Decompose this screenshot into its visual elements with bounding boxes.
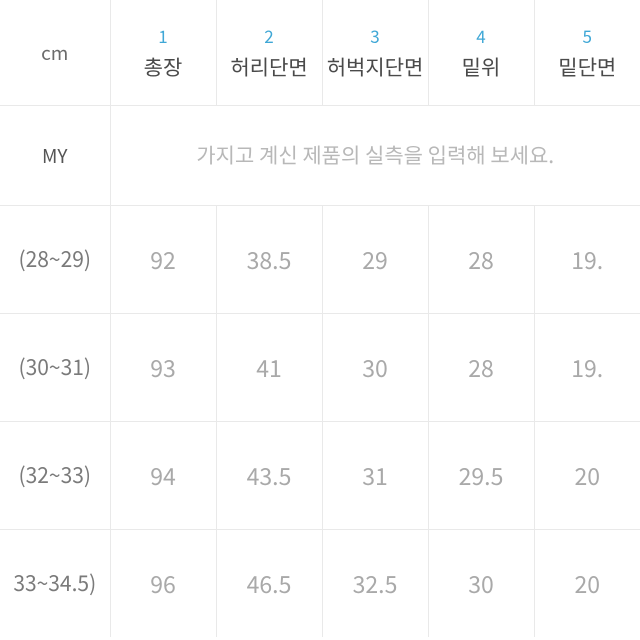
- my-placeholder: 가지고 계신 제품의 실측을 입력해 보세요.: [196, 140, 554, 170]
- size-label-cell: (32~33): [0, 421, 110, 529]
- unit-label: cm: [41, 39, 68, 66]
- size-value: 92: [150, 242, 176, 276]
- col-header: 3 허벅지단면: [322, 0, 428, 105]
- col-number: 5: [535, 23, 640, 48]
- size-value-cell: 38.5: [216, 205, 322, 313]
- col-number: 3: [323, 23, 428, 48]
- size-label: (28~29): [19, 244, 91, 274]
- unit-cell: cm: [0, 0, 110, 105]
- size-value: 29.5: [459, 458, 504, 492]
- col-header: 5 밑단면: [534, 0, 640, 105]
- col-number: 2: [217, 23, 322, 48]
- col-name: 허리단면: [217, 52, 322, 82]
- size-value: 94: [150, 458, 176, 492]
- size-value-cell: 31: [322, 421, 428, 529]
- size-row: (32~33) 94 43.5 31 29.5 20: [0, 421, 640, 529]
- size-value: 28: [468, 350, 494, 384]
- size-value: 96: [150, 566, 176, 600]
- my-input-cell[interactable]: 가지고 계신 제품의 실측을 입력해 보세요.: [110, 105, 640, 205]
- size-value: 19.: [571, 350, 603, 384]
- col-name: 총장: [111, 52, 216, 82]
- size-chart-table: cm 1 총장 2 허리단면 3 허벅지단면 4 밑위 5 밑단면: [0, 0, 640, 637]
- size-value-cell: 28: [428, 313, 534, 421]
- size-label: 33~34.5): [13, 568, 96, 598]
- col-name: 허벅지단면: [323, 52, 428, 82]
- size-value: 19.: [571, 242, 603, 276]
- size-value-cell: 19.: [534, 313, 640, 421]
- col-name: 밑위: [429, 52, 534, 82]
- col-header: 1 총장: [110, 0, 216, 105]
- size-value: 31: [362, 458, 388, 492]
- my-row: MY 가지고 계신 제품의 실측을 입력해 보세요.: [0, 105, 640, 205]
- size-value-cell: 43.5: [216, 421, 322, 529]
- size-row: (28~29) 92 38.5 29 28 19.: [0, 205, 640, 313]
- size-value-cell: 93: [110, 313, 216, 421]
- size-value-cell: 29: [322, 205, 428, 313]
- size-value-cell: 30: [322, 313, 428, 421]
- size-value: 20: [574, 566, 600, 600]
- size-row: 33~34.5) 96 46.5 32.5 30 20: [0, 529, 640, 637]
- header-row: cm 1 총장 2 허리단면 3 허벅지단면 4 밑위 5 밑단면: [0, 0, 640, 105]
- size-row: (30~31) 93 41 30 28 19.: [0, 313, 640, 421]
- size-label-cell: 33~34.5): [0, 529, 110, 637]
- col-number: 4: [429, 23, 534, 48]
- size-value-cell: 28: [428, 205, 534, 313]
- size-value: 30: [362, 350, 388, 384]
- size-value: 43.5: [247, 458, 292, 492]
- size-label-cell: (28~29): [0, 205, 110, 313]
- size-value: 29: [362, 242, 388, 276]
- size-value-cell: 96: [110, 529, 216, 637]
- size-value-cell: 29.5: [428, 421, 534, 529]
- size-value: 93: [150, 350, 176, 384]
- size-value-cell: 30: [428, 529, 534, 637]
- size-value-cell: 41: [216, 313, 322, 421]
- my-label-cell: MY: [0, 105, 110, 205]
- size-value: 28: [468, 242, 494, 276]
- size-value: 30: [468, 566, 494, 600]
- size-value-cell: 32.5: [322, 529, 428, 637]
- my-label: MY: [42, 142, 68, 169]
- col-header: 2 허리단면: [216, 0, 322, 105]
- size-value: 20: [574, 458, 600, 492]
- col-header: 4 밑위: [428, 0, 534, 105]
- size-value-cell: 92: [110, 205, 216, 313]
- size-value-cell: 46.5: [216, 529, 322, 637]
- size-value: 32.5: [353, 566, 398, 600]
- size-value: 38.5: [247, 242, 292, 276]
- size-label: (32~33): [19, 460, 91, 490]
- size-value-cell: 20: [534, 529, 640, 637]
- size-value-cell: 20: [534, 421, 640, 529]
- size-value-cell: 94: [110, 421, 216, 529]
- size-value-cell: 19.: [534, 205, 640, 313]
- size-value: 41: [256, 350, 282, 384]
- col-number: 1: [111, 23, 216, 48]
- col-name: 밑단면: [535, 52, 640, 82]
- size-value: 46.5: [247, 566, 292, 600]
- size-label-cell: (30~31): [0, 313, 110, 421]
- size-label: (30~31): [19, 352, 91, 382]
